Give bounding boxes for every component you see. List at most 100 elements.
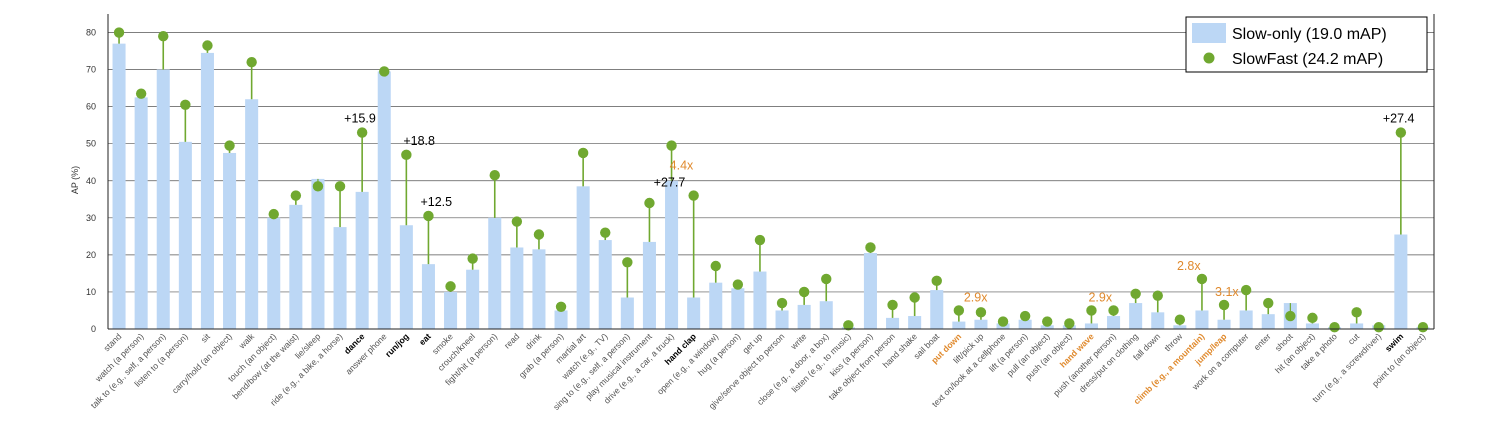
- dot-lift-a-person: [1019, 310, 1031, 322]
- legend-bar-swatch: [1192, 23, 1226, 43]
- bar-swim: [1394, 234, 1408, 329]
- dot-point-to-an-object: [1417, 321, 1429, 333]
- dot-eat: [423, 210, 434, 222]
- x-label-enter: enter: [1252, 331, 1273, 352]
- dot-listen-to-a-person: [180, 99, 191, 110]
- dot-sit: [202, 40, 213, 51]
- dot-drive-e-g-a-car-a-truck: [666, 140, 677, 151]
- y-tick-label: 20: [86, 250, 96, 260]
- bar-jump-leap: [1217, 319, 1231, 329]
- bar-carry-hold-an-object: [223, 152, 237, 329]
- bar-crouch-kneel: [466, 269, 480, 329]
- x-label-sit: sit: [199, 331, 213, 345]
- dot-hand-shake: [909, 292, 920, 303]
- dot-shoot: [1285, 310, 1296, 322]
- dot-push-another-person: [1108, 305, 1119, 316]
- bar-throw: [1173, 325, 1187, 329]
- dot-open-e-g-a-window: [710, 260, 721, 272]
- dot-climb-e-g-a-mountain: [1196, 273, 1208, 285]
- dot-lift-pick-up: [975, 307, 987, 318]
- bar-dance: [355, 191, 369, 329]
- dot-work-on-a-computer: [1240, 284, 1252, 296]
- bar-answer-phone: [377, 71, 391, 330]
- bar-lift-pick-up: [974, 319, 988, 329]
- bar-bend-bow-at-the-waist: [289, 204, 303, 329]
- dot-get-up: [754, 234, 766, 246]
- dot-crouch-kneel: [467, 253, 478, 264]
- dot-write: [798, 286, 810, 298]
- dot-hit-an-object: [1307, 312, 1318, 324]
- dot-fight-hit-a-person: [489, 170, 500, 181]
- annotation-climb-e-g-a-mountain: 2.8x: [1177, 259, 1201, 273]
- annotation-hand-clap: 4.4x: [670, 159, 694, 173]
- y-tick-label: 30: [86, 213, 96, 223]
- bar-fall-down: [1151, 312, 1165, 329]
- dot-martial-art: [577, 147, 589, 159]
- bar-enter: [1261, 314, 1275, 329]
- dot-watch-a-person: [135, 88, 147, 99]
- bar-take-object-from-person: [886, 317, 900, 329]
- bar-watch-e-g-tv: [598, 240, 612, 329]
- dot-close-e-g-a-door-a-box: [821, 273, 832, 285]
- y-tick-label: 80: [86, 28, 96, 38]
- bar-lie-sleep: [311, 178, 325, 329]
- bar-sing-to-e-g-self-a-person: [620, 297, 634, 329]
- dot-drink: [533, 229, 545, 240]
- annotation-eat: +12.5: [420, 195, 452, 209]
- bar-open-e-g-a-window: [709, 282, 723, 329]
- y-tick-label: 50: [86, 139, 96, 149]
- slow-only-bars: [112, 43, 1430, 330]
- bar-talk-to-e-g-self-a-person: [156, 69, 170, 330]
- dot-put-down: [953, 305, 965, 316]
- bar-fight-hit-a-person: [488, 217, 502, 329]
- dot-kiss-a-person: [865, 242, 876, 253]
- bar-sit: [200, 52, 214, 329]
- annotations: +15.9 +18.8 +12.5 +27.7 4.4x 2.9x 2.9x 2.8x 3.1x…: [344, 112, 1414, 305]
- bar-drink: [532, 249, 546, 329]
- dot-take-object-from-person: [887, 299, 898, 311]
- y-tick-label: 40: [86, 176, 96, 186]
- dot-listen-e-g-to-music: [843, 320, 854, 331]
- legend-label-slowfast: SlowFast (24.2 mAP): [1232, 51, 1383, 68]
- dot-text-on-look-at-a-cellphone: [997, 316, 1009, 327]
- dot-touch-an-object: [268, 208, 279, 220]
- bar-close-e-g-a-door-a-box: [819, 301, 833, 329]
- bar-hand-shake: [908, 316, 922, 329]
- bar-kiss-a-person: [863, 253, 877, 329]
- bar-read: [510, 247, 524, 329]
- dot-dance: [356, 127, 368, 138]
- dot-cut: [1351, 307, 1362, 318]
- dot-hand-clap: [688, 190, 699, 201]
- legend-box: [1185, 16, 1428, 73]
- dot-hug-a-person: [732, 279, 744, 290]
- bar-touch-an-object: [267, 217, 281, 329]
- dot-play-musical-instrument: [644, 197, 655, 209]
- dot-sail-boat: [931, 275, 942, 287]
- slowfast-dots: [113, 27, 1429, 333]
- annotation-run-jog: +18.8: [403, 134, 435, 148]
- dot-hand-wave: [1086, 305, 1097, 316]
- bar-play-musical-instrument: [642, 241, 656, 329]
- dot-run-jog: [401, 149, 412, 161]
- dot-walk: [246, 56, 257, 68]
- dot-stand: [113, 27, 125, 38]
- annotation-hand-clap: +27.7: [654, 176, 686, 190]
- x-label-cut: cut: [1346, 331, 1362, 347]
- annotation-put-down: 2.9x: [964, 290, 988, 304]
- dot-carry-hold-an-object: [224, 140, 235, 151]
- dot-give-serve-object-to-person: [776, 297, 788, 309]
- legend: Slow-only (19.0 mAP) SlowFast (24.2 mAP): [1185, 16, 1428, 73]
- bar-martial-art: [576, 186, 590, 329]
- dot-grab-a-person: [555, 301, 567, 312]
- dot-throw: [1174, 314, 1186, 325]
- bar-work-on-a-computer: [1239, 310, 1253, 329]
- bar-write: [797, 304, 811, 329]
- bar-drive-e-g-a-car-a-truck: [665, 180, 679, 329]
- x-label-read: read: [502, 331, 521, 350]
- bar-give-serve-object-to-person: [775, 310, 789, 329]
- dot-talk-to-e-g-self-a-person: [158, 31, 169, 42]
- dot-bend-bow-at-the-waist: [290, 190, 302, 201]
- dot-sing-to-e-g-self-a-person: [622, 257, 633, 268]
